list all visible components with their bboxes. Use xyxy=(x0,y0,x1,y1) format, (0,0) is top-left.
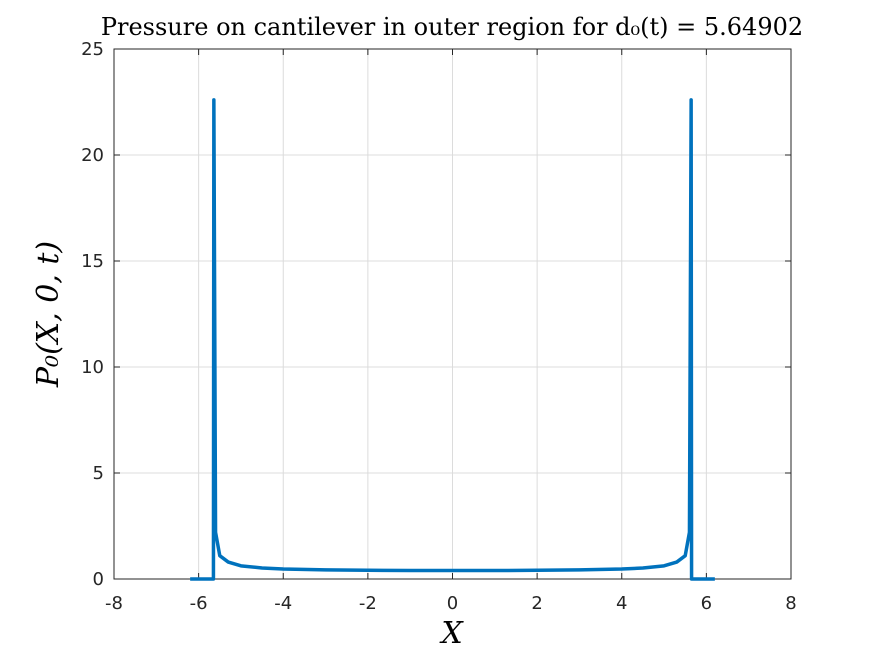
y-tick-label: 15 xyxy=(81,251,104,272)
x-tick-label: 8 xyxy=(785,593,796,614)
x-axis-label: X xyxy=(439,616,464,651)
x-tick-label: -6 xyxy=(190,593,208,614)
y-tick-label: 0 xyxy=(93,569,104,590)
x-tick-label: 6 xyxy=(701,593,712,614)
tick-marks xyxy=(113,48,792,580)
x-tick-label: 2 xyxy=(531,593,542,614)
tick-labels: -8 -6 -4 -2 0 2 4 6 8 0 5 10 15 20 25 xyxy=(81,39,797,614)
chart-title: Pressure on cantilever in outer region f… xyxy=(101,13,803,41)
series-group xyxy=(190,98,715,581)
y-axis-label: P₀(X, 0, t) xyxy=(31,241,66,388)
x-tick-label: -4 xyxy=(274,593,292,614)
y-tick-label: 10 xyxy=(81,357,104,378)
x-tick-label: -2 xyxy=(359,593,377,614)
x-tick-label: -8 xyxy=(105,593,123,614)
grid-lines xyxy=(114,49,791,579)
y-tick-label: 25 xyxy=(81,39,104,60)
x-tick-label: 0 xyxy=(447,593,458,614)
x-tick-label: 4 xyxy=(616,593,627,614)
y-tick-label: 5 xyxy=(93,463,104,484)
y-tick-label: 20 xyxy=(81,145,104,166)
pressure-series-line xyxy=(190,98,715,581)
